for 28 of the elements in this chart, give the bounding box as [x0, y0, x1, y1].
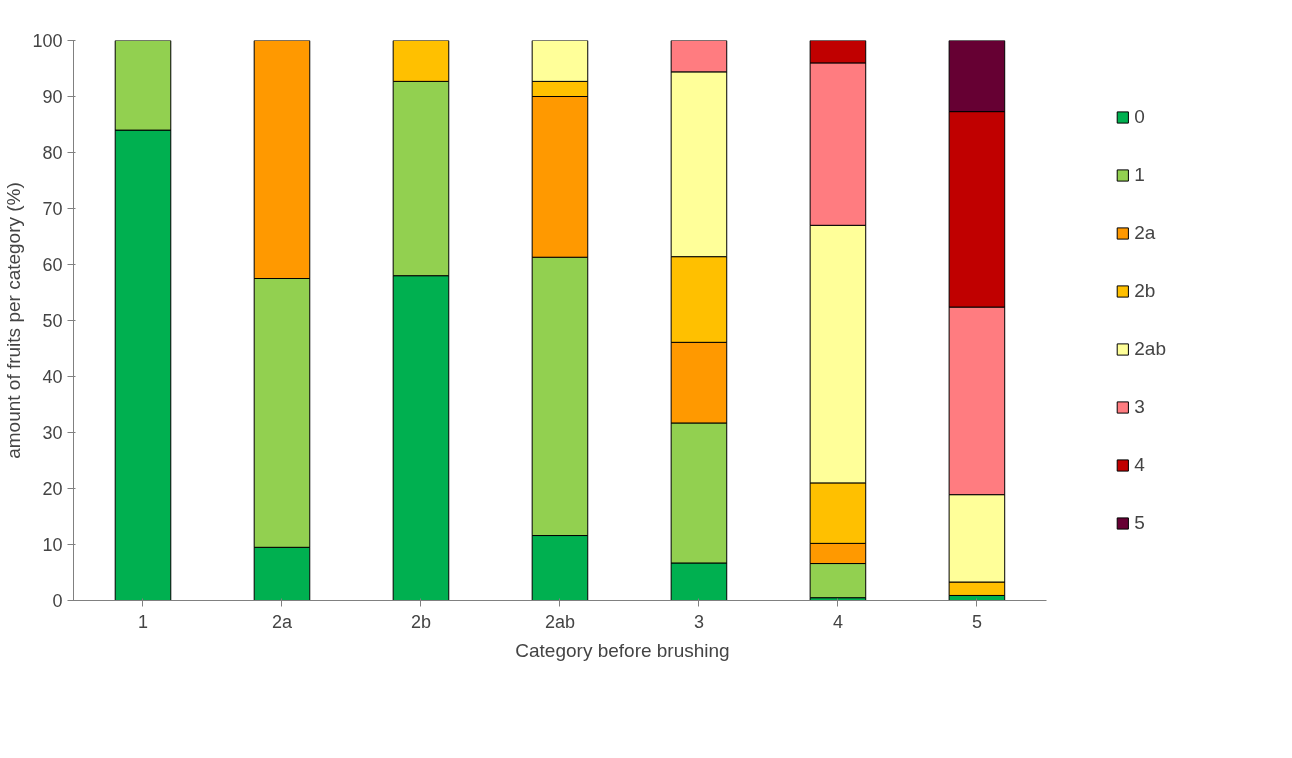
legend-label: 5: [1134, 512, 1146, 534]
y-tick-label: 90: [42, 87, 63, 107]
x-tick-label: 2ab: [544, 611, 575, 632]
legend-label: 3: [1134, 396, 1146, 418]
legend-label: 2ab: [1134, 338, 1166, 360]
x-tick-label: 5: [971, 611, 982, 632]
legend-label: 2b: [1134, 280, 1156, 302]
y-tick-label: 80: [42, 143, 63, 163]
y-tick-label: 20: [42, 479, 63, 499]
y-tick-label: 100: [32, 31, 63, 51]
y-tick-label: 10: [42, 535, 63, 555]
x-tick-label: 1: [137, 611, 148, 632]
y-tick-label: 0: [52, 591, 63, 611]
legend-label: 4: [1134, 454, 1146, 476]
y-tick-label: 50: [42, 311, 63, 331]
legend-label: 1: [1134, 164, 1146, 186]
x-tick-label: 4: [832, 611, 843, 632]
x-axis-title: Category before brushing: [515, 639, 730, 661]
y-axis-title: amount of fruits per category (%): [3, 182, 25, 459]
legend-label: 0: [1134, 106, 1146, 128]
x-tick-label: 2a: [271, 611, 293, 632]
x-tick-label: 3: [693, 611, 704, 632]
y-tick-label: 70: [42, 199, 63, 219]
legend-label: 2a: [1134, 222, 1156, 244]
y-tick-label: 30: [42, 423, 63, 443]
y-tick-label: 40: [42, 367, 63, 387]
x-tick-label: 2b: [410, 611, 431, 632]
y-tick-label: 60: [42, 255, 63, 275]
